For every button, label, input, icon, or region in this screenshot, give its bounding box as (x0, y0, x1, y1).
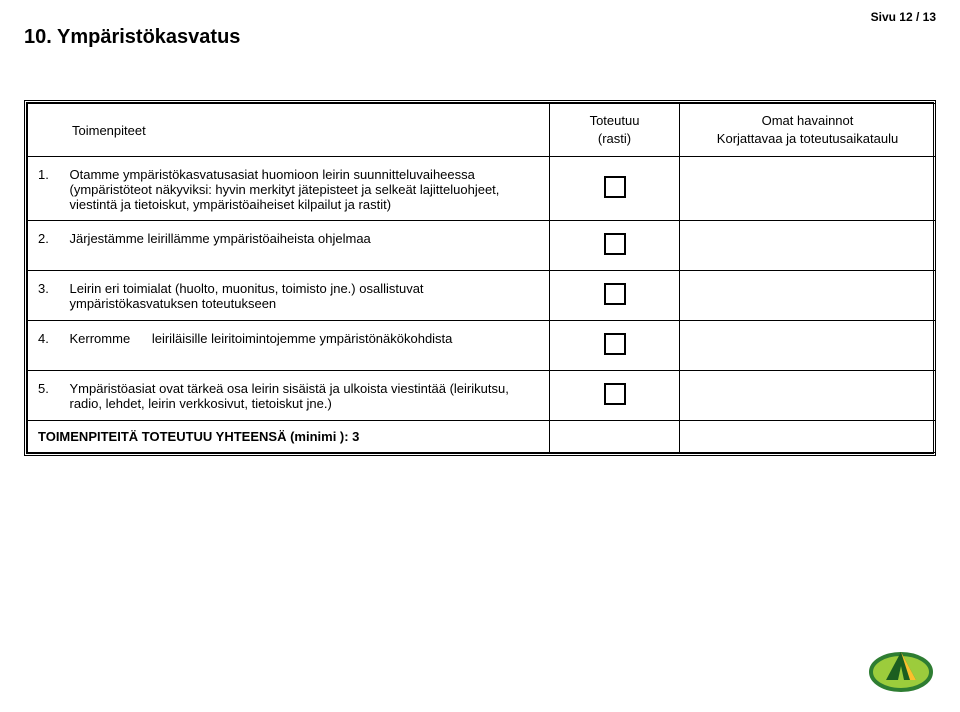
row-num: 2. (28, 221, 60, 271)
row-text: Järjestämme leirillämme ympäristöaiheist… (60, 221, 550, 271)
summary-notes (680, 421, 936, 453)
row-text: Kerromme leiriläisille leiritoimintojemm… (60, 321, 550, 371)
section-title: 10. Ympäristökasvatus (24, 26, 240, 49)
row-text: Ympäristöasiat ovat tärkeä osa leirin si… (60, 371, 550, 421)
summary-row: TOIMENPITEITÄ TOTEUTUU YHTEENSÄ (minimi … (28, 421, 936, 453)
header-check-l2: (rasti) (560, 130, 669, 148)
row-num: 5. (28, 371, 60, 421)
checkbox[interactable] (604, 233, 626, 255)
header-notes-l1: Omat havainnot (690, 112, 925, 130)
notes-cell[interactable] (680, 371, 936, 421)
checkbox[interactable] (604, 283, 626, 305)
page-number: Sivu 12 / 13 (871, 10, 936, 24)
table-row: 1. Otamme ympäristökasvatusasiat huomioo… (28, 157, 936, 221)
notes-cell[interactable] (680, 221, 936, 271)
summary-check (550, 421, 680, 453)
row-text: Otamme ympäristökasvatusasiat huomioon l… (60, 157, 550, 221)
table-row: 2. Järjestämme leirillämme ympäristöaihe… (28, 221, 936, 271)
camp-logo-icon (866, 636, 936, 692)
header-actions: Toimenpiteet (72, 123, 146, 138)
checkbox[interactable] (604, 176, 626, 198)
header-row: Toimenpiteet Toteutuu (rasti) Omat havai… (28, 104, 936, 157)
checkbox[interactable] (604, 333, 626, 355)
row-num: 3. (28, 271, 60, 321)
checklist-table: Toimenpiteet Toteutuu (rasti) Omat havai… (24, 100, 936, 456)
row-num: 1. (28, 157, 60, 221)
table-row: 5. Ympäristöasiat ovat tärkeä osa leirin… (28, 371, 936, 421)
checkbox[interactable] (604, 383, 626, 405)
header-notes-l2: Korjattavaa ja toteutusaikataulu (690, 130, 925, 148)
notes-cell[interactable] (680, 321, 936, 371)
table-row: 4. Kerromme leiriläisille leiritoimintoj… (28, 321, 936, 371)
table-row: 3. Leirin eri toimialat (huolto, muonitu… (28, 271, 936, 321)
header-check-l1: Toteutuu (560, 112, 669, 130)
row-num: 4. (28, 321, 60, 371)
summary-label: TOIMENPITEITÄ TOTEUTUU YHTEENSÄ (minimi … (28, 421, 550, 453)
notes-cell[interactable] (680, 157, 936, 221)
row-text: Leirin eri toimialat (huolto, muonitus, … (60, 271, 550, 321)
notes-cell[interactable] (680, 271, 936, 321)
